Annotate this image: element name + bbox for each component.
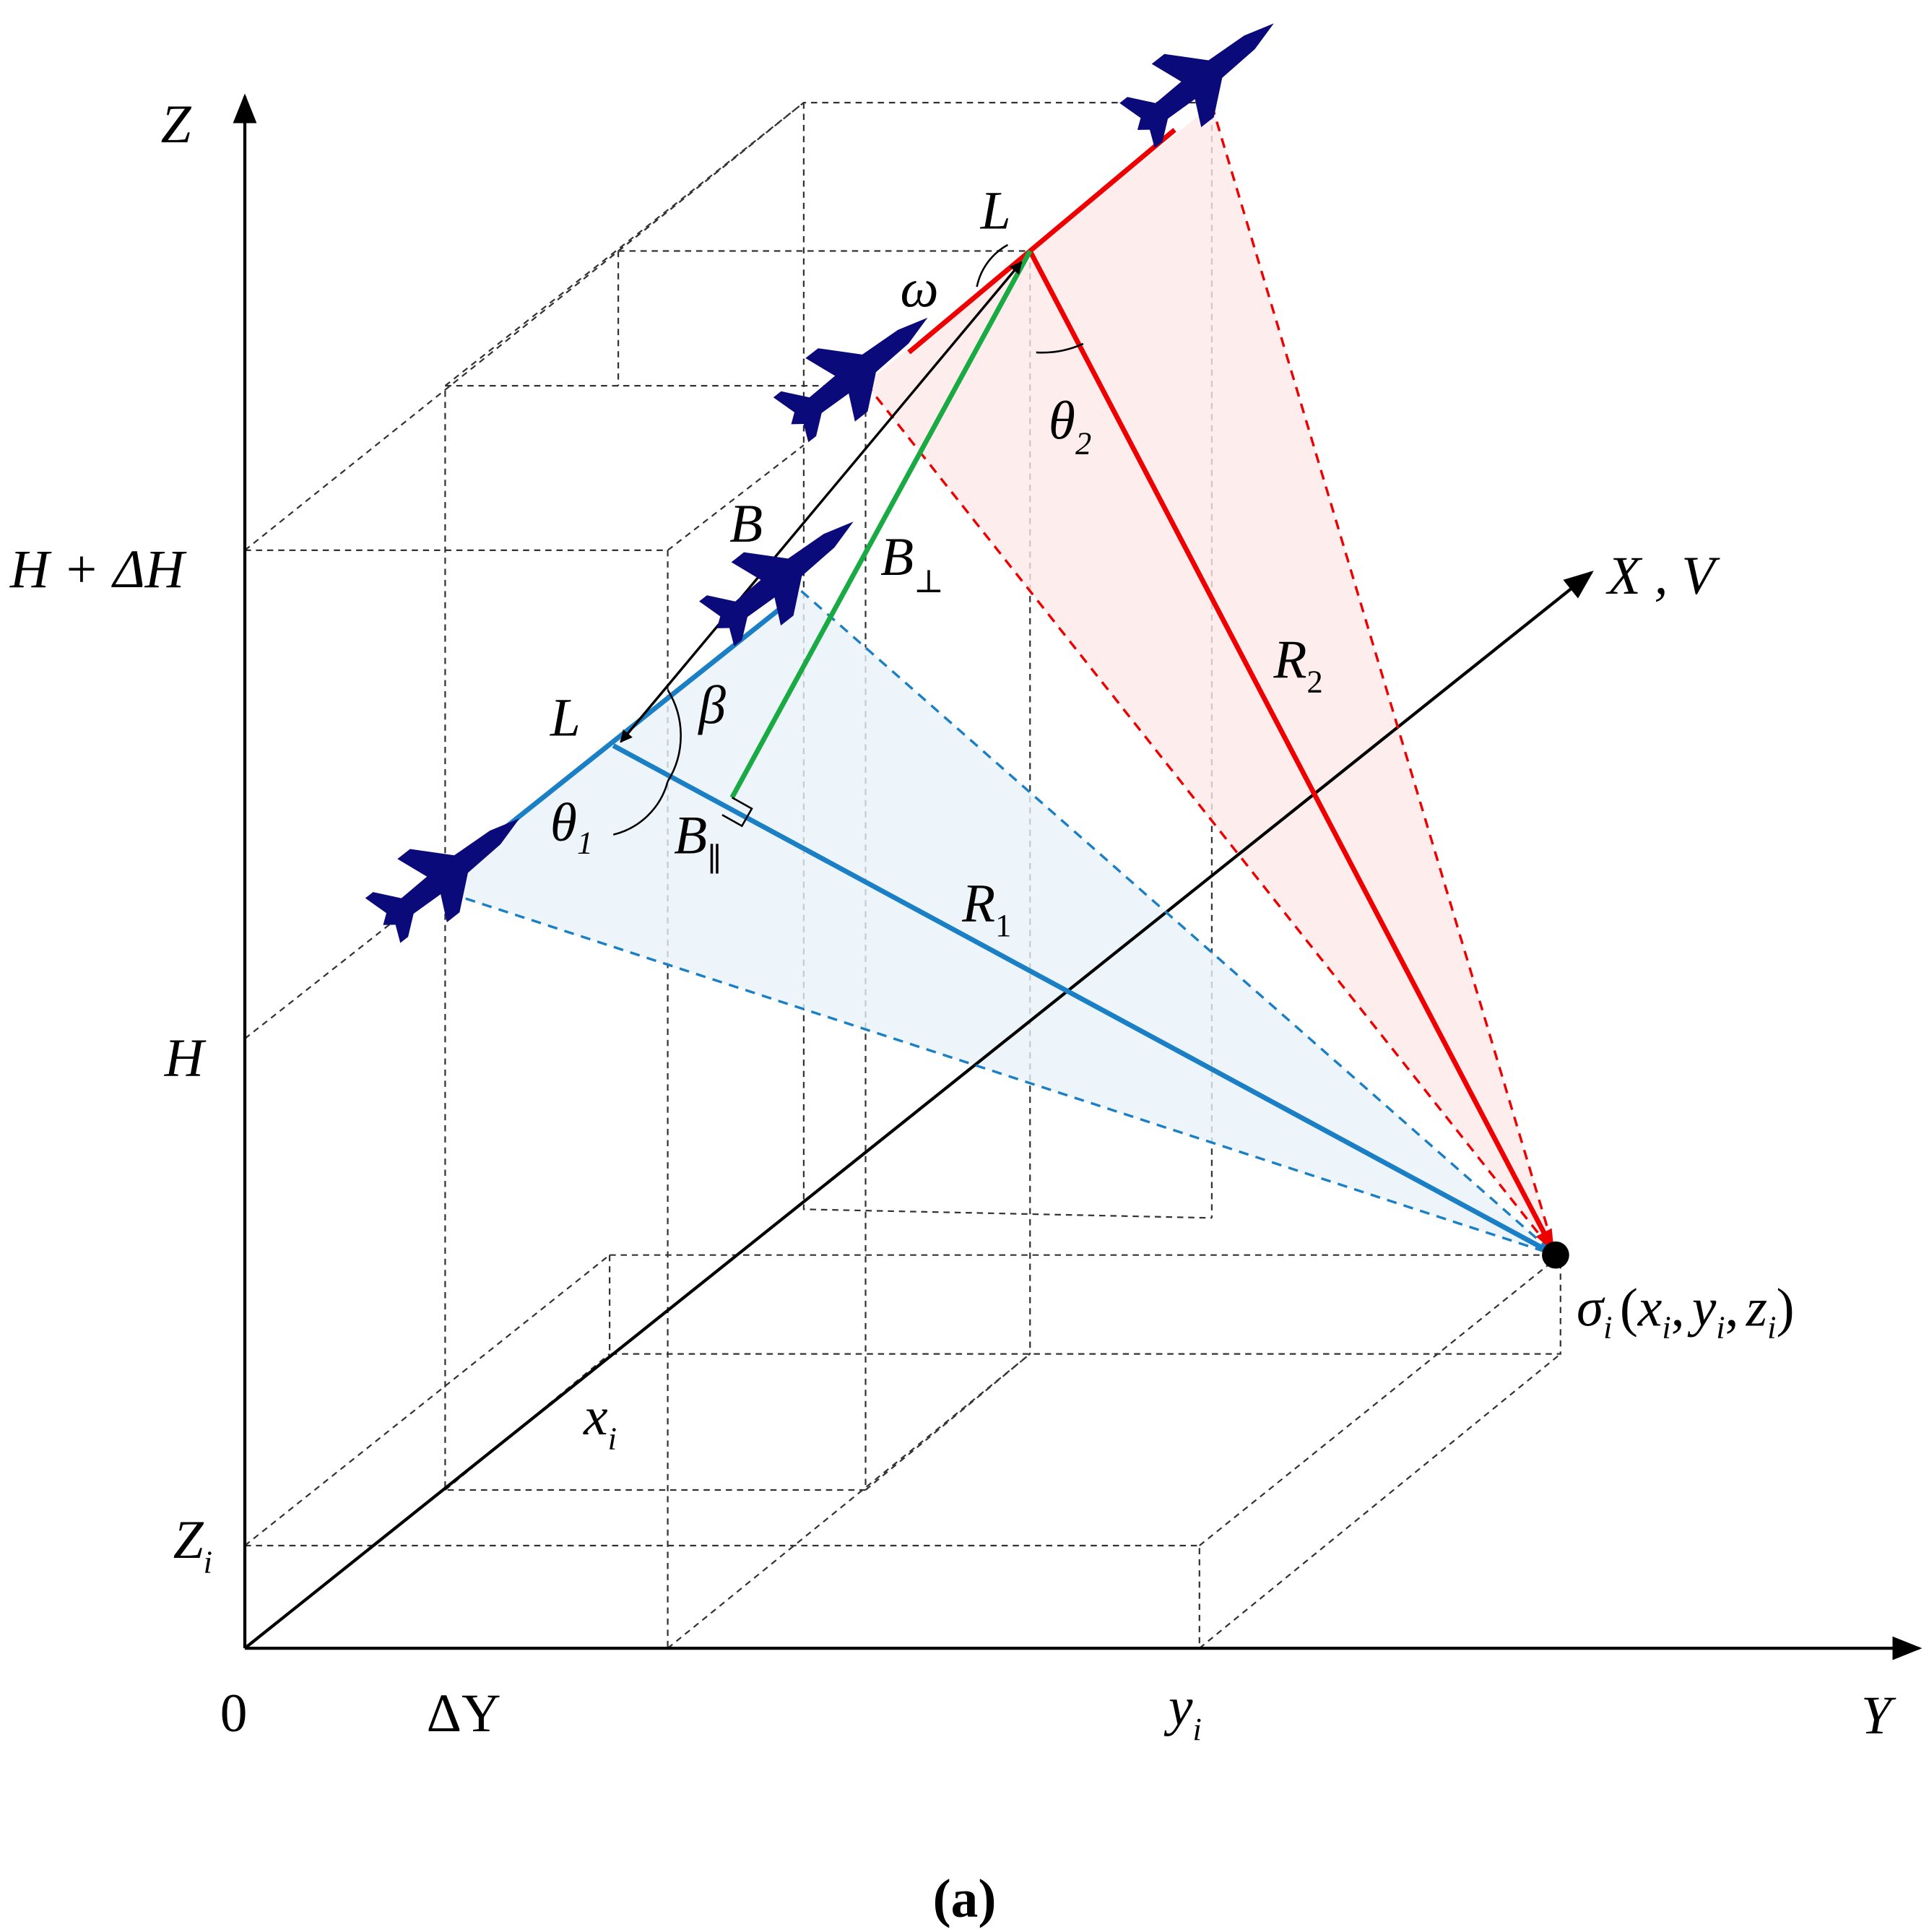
label-l-lower: L [550,688,581,748]
y-axis-label: Y [1861,1686,1897,1746]
x-axis-label: X , V [1605,546,1721,606]
tick-dy: ΔY [427,1684,501,1743]
label-omega: ω [900,259,938,319]
label-b-perp: B⊥ [880,527,944,599]
baseline-b [620,261,1023,743]
red-footprint [865,105,1556,1255]
angle-arcs [612,243,1084,836]
rays [432,105,1557,1257]
range-r1 [612,743,1557,1257]
label-beta: β [697,676,726,736]
caption: (a) [933,1869,997,1929]
blue-footprint [433,591,1556,1255]
label-r2: R2 [1273,630,1323,700]
target-point [1542,1241,1569,1269]
z-axis-label: Z [161,95,192,155]
label-l-upper: L [980,181,1011,241]
range-r2 [1028,249,1556,1252]
tick-xi: xi [583,1387,617,1457]
right-angle [721,797,753,828]
label-b: B [729,494,763,554]
tick-yi: yi [1163,1677,1202,1747]
label-theta2: θ2 [1049,391,1091,462]
target-label: σi (xi, yi, zi) [1577,1278,1795,1345]
tick-h-dh: H + ΔH [9,540,187,599]
axes [233,93,1923,1660]
origin-label: 0 [220,1684,248,1743]
label-b-par: B∥ [674,805,722,878]
tick-h: H [164,1028,207,1088]
label-r1: R1 [961,873,1011,943]
tick-zi: Zi [173,1510,212,1580]
label-theta1: θ1 [550,793,593,860]
